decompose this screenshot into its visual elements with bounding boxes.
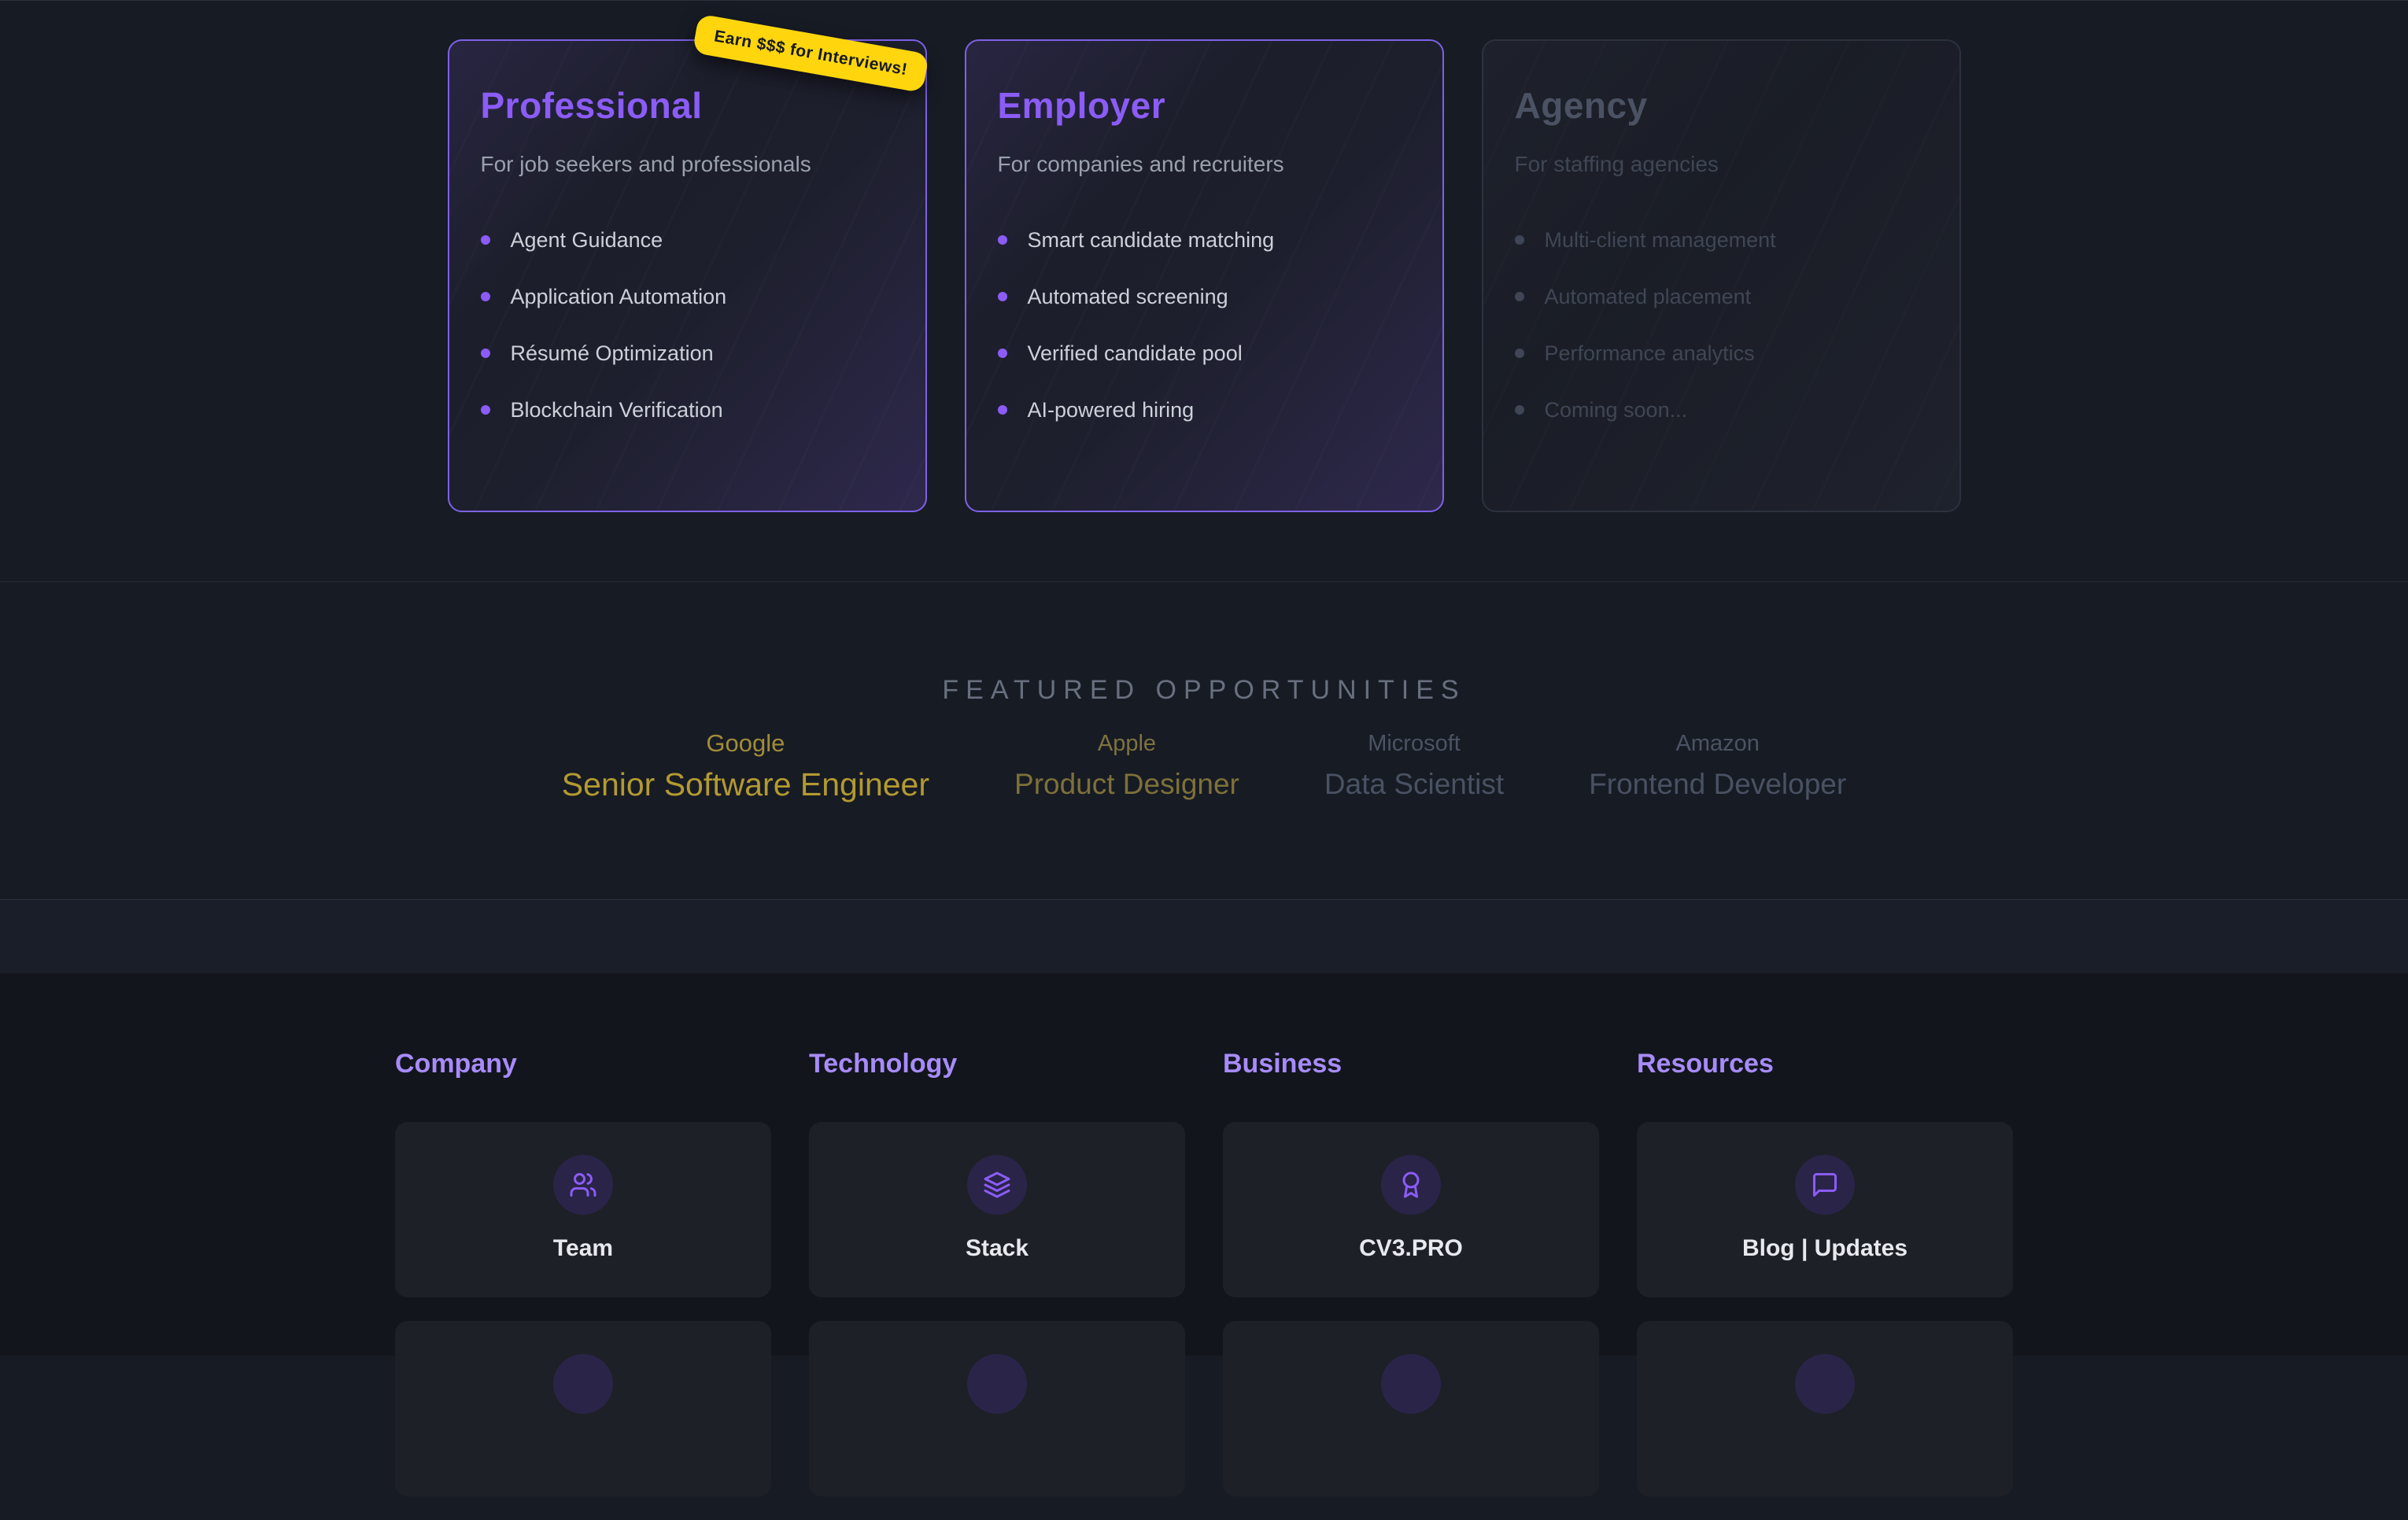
footer-card-partial[interactable] — [1637, 1321, 2013, 1496]
job-company: Microsoft — [1368, 731, 1461, 756]
plan-feature: Résumé Optimization — [480, 340, 894, 367]
award-icon — [1381, 1354, 1441, 1414]
job-company: Apple — [1097, 731, 1157, 756]
footer-card-label: Team — [552, 1235, 614, 1261]
featured-job-google[interactable]: Google Senior Software Engineer — [562, 729, 929, 802]
footer-card-partial[interactable] — [809, 1321, 1185, 1496]
plan-card-employer[interactable]: Employer For companies and recruiters Sm… — [964, 39, 1444, 512]
plan-feature: AI-powered hiring — [997, 397, 1411, 423]
bullet-dot — [480, 292, 490, 301]
plan-feature-list: Smart candidate matching Automated scree… — [997, 227, 1411, 423]
footer-heading: Resources — [1637, 1049, 1774, 1079]
footer-heading: Technology — [809, 1049, 958, 1079]
bullet-dot — [997, 292, 1007, 301]
job-role: Data Scientist — [1324, 768, 1505, 800]
plan-feature-list: Agent Guidance Application Automation Ré… — [480, 227, 894, 423]
footer-card-partial[interactable] — [395, 1321, 771, 1496]
plan-title: Employer — [997, 85, 1166, 126]
plans-row: Professional For job seekers and profess… — [0, 1, 2408, 512]
footer-column-business: Business CV3.PRO — [1223, 1049, 1599, 1520]
plan-subtitle: For staffing agencies — [1514, 152, 1719, 176]
footer-column-company: Company Team — [395, 1049, 771, 1520]
featured-heading: FEATURED OPPORTUNITIES — [942, 675, 1466, 705]
plan-subtitle: For companies and recruiters — [997, 152, 1284, 176]
plans-section: Earn $$$ for Interviews! Professional Fo… — [0, 0, 2408, 582]
plan-feature: Application Automation — [480, 283, 894, 310]
footer-card-partial[interactable] — [1223, 1321, 1599, 1496]
message-icon — [1795, 1155, 1855, 1215]
bullet-dot — [1514, 349, 1524, 358]
footer-column-resources: Resources Blog | Updates — [1637, 1049, 2013, 1520]
users-icon — [553, 1354, 613, 1414]
job-role: Senior Software Engineer — [561, 766, 930, 802]
plan-subtitle: For job seekers and professionals — [480, 152, 811, 176]
featured-job-apple[interactable]: Apple Product Designer — [1014, 729, 1239, 802]
plan-card-agency: Agency For staffing agencies Multi-clien… — [1481, 39, 1961, 512]
bullet-dot — [480, 405, 490, 415]
users-icon — [553, 1155, 613, 1215]
layers-icon — [967, 1354, 1027, 1414]
featured-opportunities-section: FEATURED OPPORTUNITIES Google Senior Sof… — [0, 582, 2408, 899]
footer-card-stack[interactable]: Stack — [809, 1122, 1185, 1297]
footer-grid: Company Team Technology Stack — [395, 1049, 2013, 1520]
plan-card-professional[interactable]: Professional For job seekers and profess… — [447, 39, 927, 512]
featured-job-amazon[interactable]: Amazon Frontend Developer — [1589, 729, 1846, 802]
plan-feature: Automated placement — [1514, 283, 1928, 310]
footer-card-cv3pro[interactable]: CV3.PRO — [1223, 1122, 1599, 1297]
footer-card-team[interactable]: Team — [395, 1122, 771, 1297]
plan-title: Agency — [1514, 85, 1648, 126]
footer-column-technology: Technology Stack — [809, 1049, 1185, 1520]
job-role: Frontend Developer — [1589, 768, 1847, 800]
featured-jobs-row: Google Senior Software Engineer Apple Pr… — [0, 729, 2408, 802]
featured-job-microsoft[interactable]: Microsoft Data Scientist — [1324, 729, 1504, 802]
job-company: Google — [706, 729, 785, 757]
plan-title: Professional — [480, 85, 703, 126]
award-icon — [1381, 1155, 1441, 1215]
plan-feature: Performance analytics — [1514, 340, 1928, 367]
plan-feature: Automated screening — [997, 283, 1411, 310]
bullet-dot — [480, 349, 490, 358]
message-icon — [1795, 1354, 1855, 1414]
bullet-dot — [480, 235, 490, 245]
bullet-dot — [997, 405, 1007, 415]
job-company: Amazon — [1675, 731, 1760, 756]
footer-card-label: Blog | Updates — [1741, 1235, 1908, 1261]
bullet-dot — [1514, 292, 1524, 301]
site-footer: Company Team Technology Stack — [0, 973, 2408, 1496]
bullet-dot — [1514, 235, 1524, 245]
plan-feature: Multi-client management — [1514, 227, 1928, 253]
bullet-dot — [997, 235, 1007, 245]
plan-feature: Coming soon... — [1514, 397, 1928, 423]
spacer-band — [0, 899, 2408, 973]
bullet-dot — [997, 349, 1007, 358]
footer-card-label: CV3.PRO — [1359, 1235, 1463, 1261]
layers-icon — [967, 1155, 1027, 1215]
footer-heading: Business — [1223, 1049, 1342, 1079]
job-role: Product Designer — [1014, 768, 1239, 800]
plan-feature-list: Multi-client management Automated placem… — [1514, 227, 1928, 423]
plan-feature: Verified candidate pool — [997, 340, 1411, 367]
plan-feature: Blockchain Verification — [480, 397, 894, 423]
footer-card-label: Stack — [965, 1235, 1029, 1261]
plan-feature: Smart candidate matching — [997, 227, 1411, 253]
footer-card-blog[interactable]: Blog | Updates — [1637, 1122, 2013, 1297]
plan-feature: Agent Guidance — [480, 227, 894, 253]
bullet-dot — [1514, 405, 1524, 415]
footer-heading: Company — [395, 1049, 517, 1079]
